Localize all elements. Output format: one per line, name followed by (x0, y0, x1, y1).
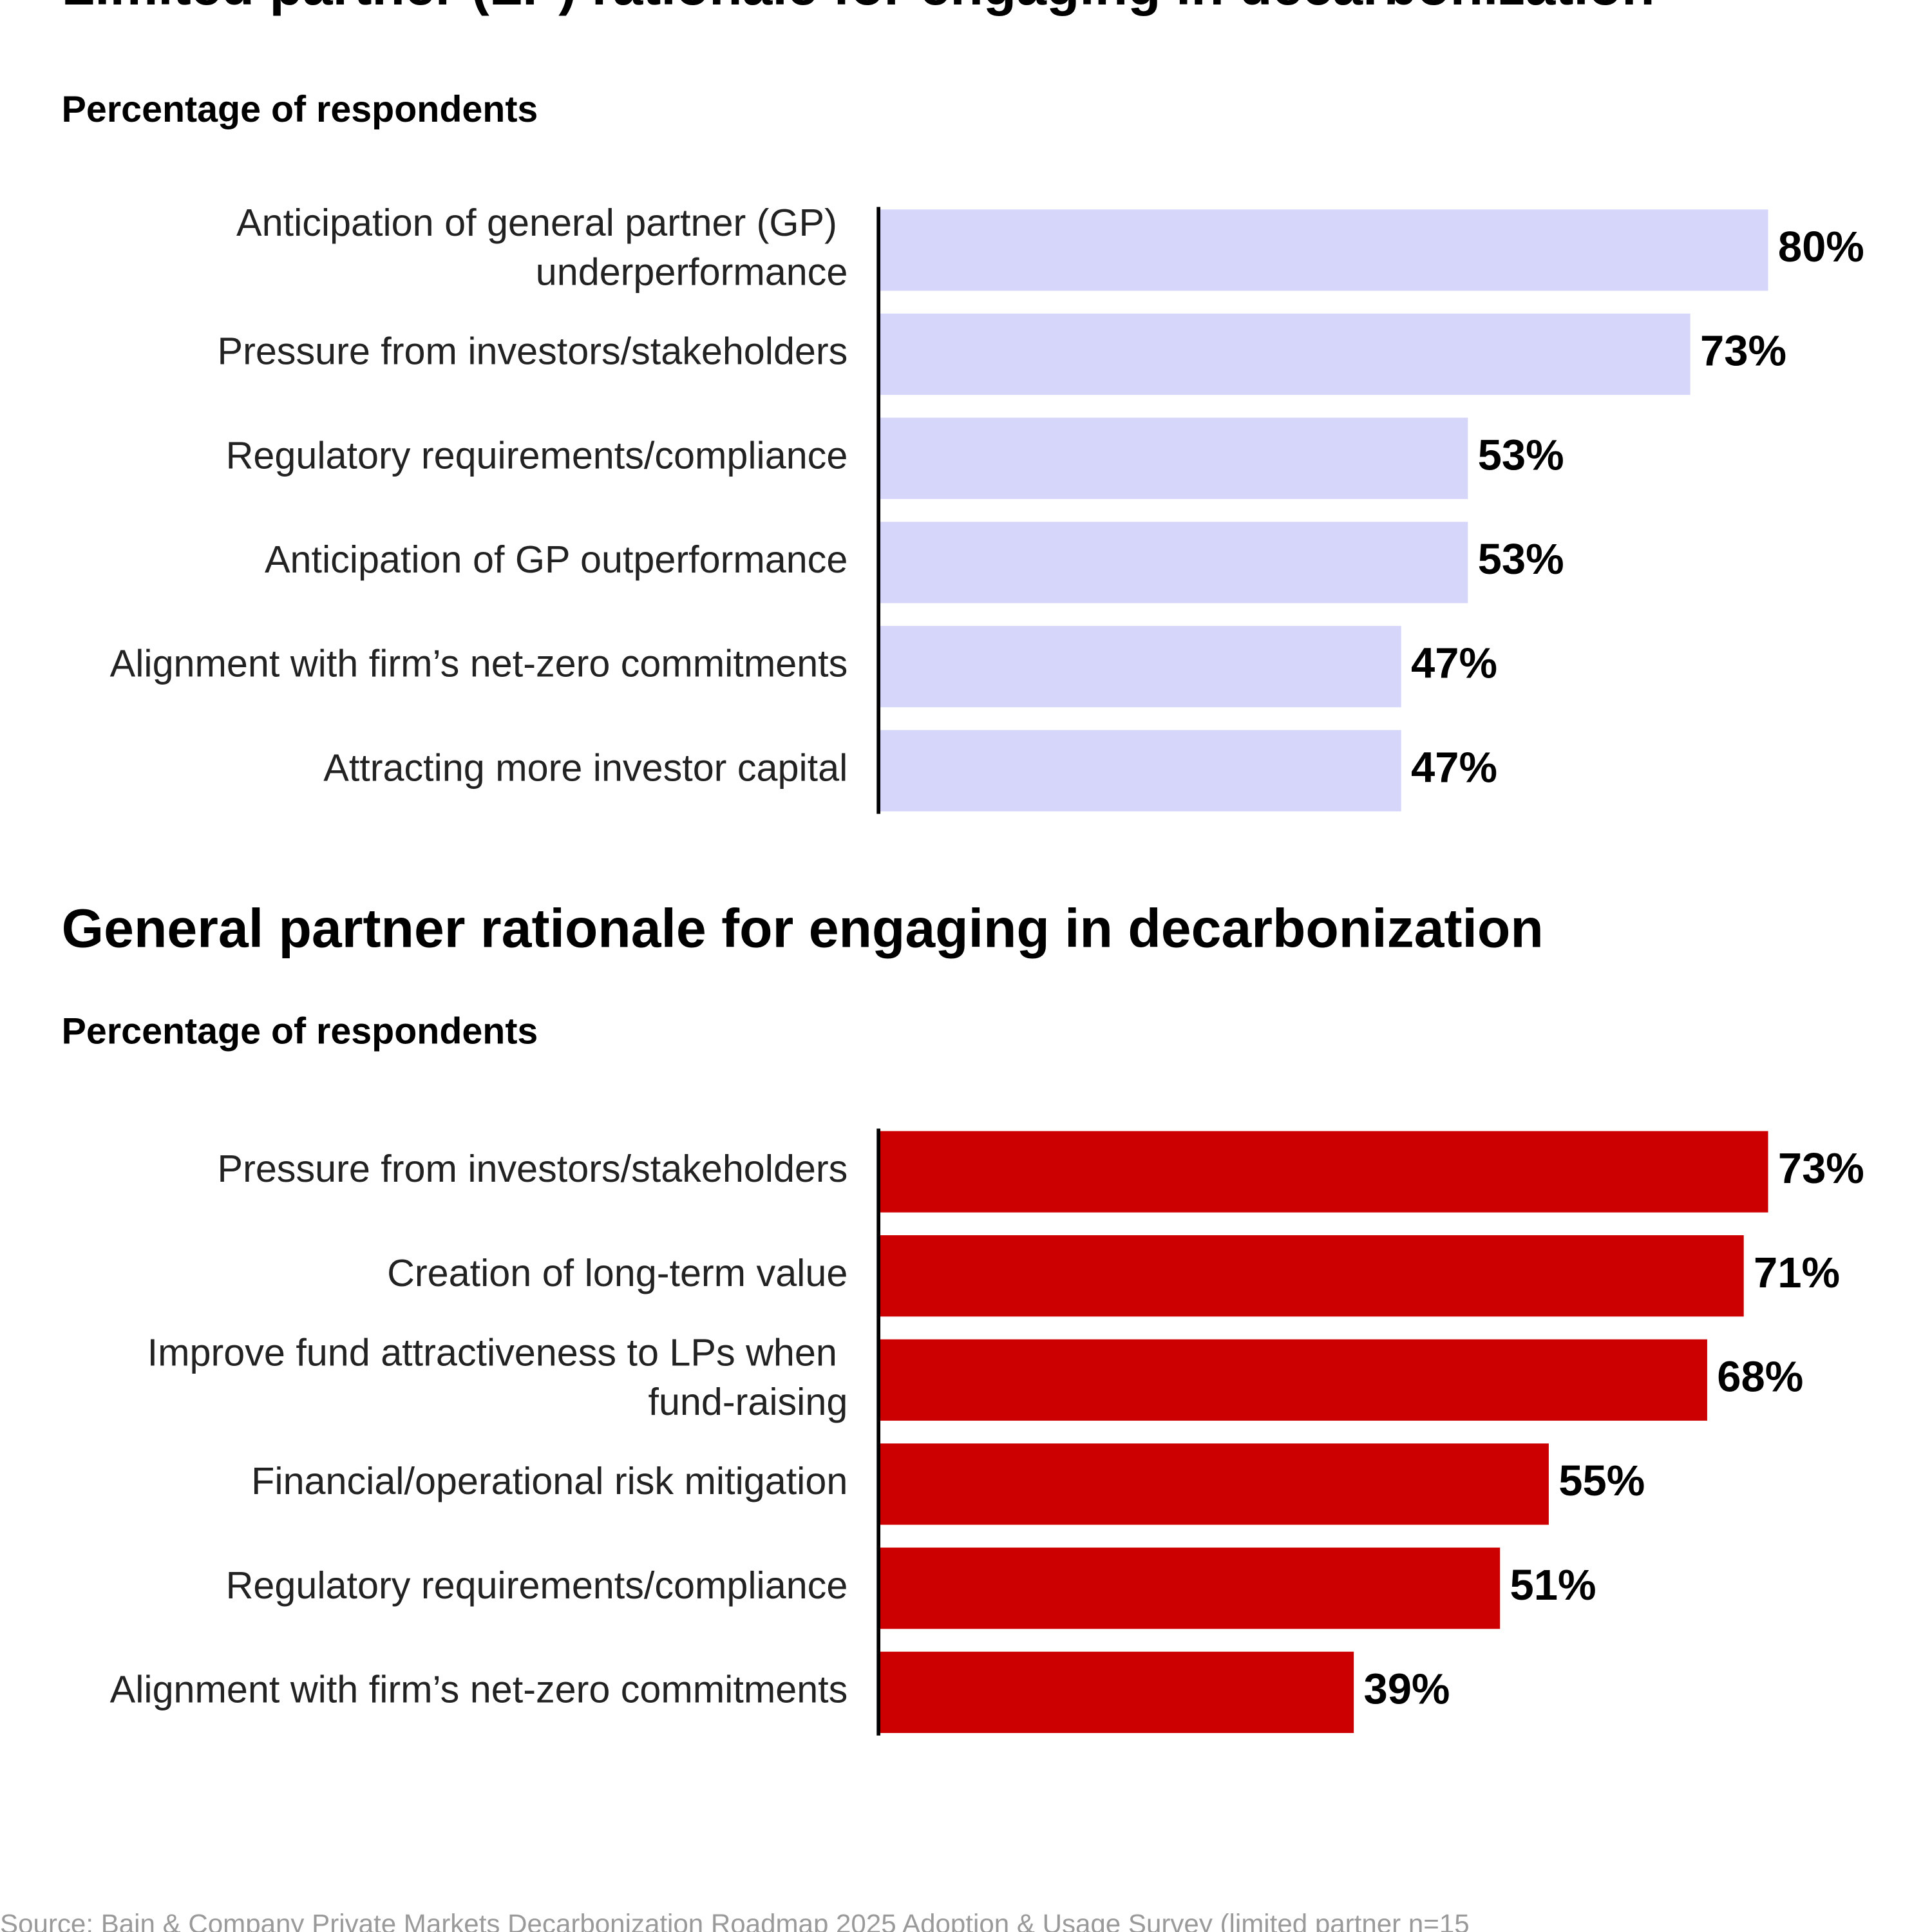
category-label: Financial/operational risk mitigation (251, 1459, 848, 1502)
bar (878, 1548, 1501, 1629)
bar (878, 1443, 1549, 1525)
category-label: Alignment with firm’s net-zero commitmen… (110, 1668, 848, 1711)
bar (878, 1651, 1354, 1734)
chart-title: Limited partner (LP) rationale for engag… (62, 0, 1655, 16)
category-label: Improve fund attractiveness to LPs when … (147, 1331, 848, 1423)
bar (878, 417, 1468, 499)
category-label: Attracting more investor capital (323, 746, 848, 789)
chart-subtitle: Percentage of respondents (62, 1010, 538, 1052)
category-label: Anticipation of GP outperformance (265, 538, 848, 581)
category-label: Creation of long-term value (387, 1251, 848, 1294)
value-label: 47% (1411, 743, 1497, 791)
value-label: 51% (1510, 1561, 1596, 1609)
bar (878, 1235, 1744, 1317)
category-label: Regulatory requirements/compliance (226, 433, 848, 477)
value-label: 71% (1754, 1249, 1840, 1297)
chart-subtitle: Percentage of respondents (62, 89, 538, 130)
value-label: 47% (1411, 639, 1497, 688)
value-label: 55% (1558, 1457, 1645, 1505)
value-label: 53% (1478, 535, 1564, 583)
value-label: 80% (1778, 223, 1864, 271)
bar (878, 1131, 1768, 1213)
category-label: Pressure from investors/stakeholders (218, 330, 848, 373)
source-note: Source: Bain & Company Private Markets D… (0, 1909, 1470, 1932)
bar (878, 730, 1401, 811)
bar (878, 522, 1468, 603)
bar (878, 209, 1768, 291)
category-label: Regulatory requirements/compliance (226, 1564, 848, 1607)
bar (878, 625, 1401, 708)
category-label: Alignment with firm’s net-zero commitmen… (110, 642, 848, 685)
value-label: 53% (1478, 431, 1564, 479)
value-label: 73% (1700, 327, 1786, 375)
value-label: 68% (1717, 1353, 1803, 1401)
category-label: Anticipation of general partner (GP) und… (236, 201, 848, 294)
value-label: 73% (1778, 1144, 1864, 1193)
value-label: 39% (1363, 1665, 1450, 1714)
bar (878, 1339, 1707, 1421)
chart-title: General partner rationale for engaging i… (62, 898, 1544, 959)
bar (878, 313, 1690, 395)
category-label: Pressure from investors/stakeholders (218, 1147, 848, 1190)
